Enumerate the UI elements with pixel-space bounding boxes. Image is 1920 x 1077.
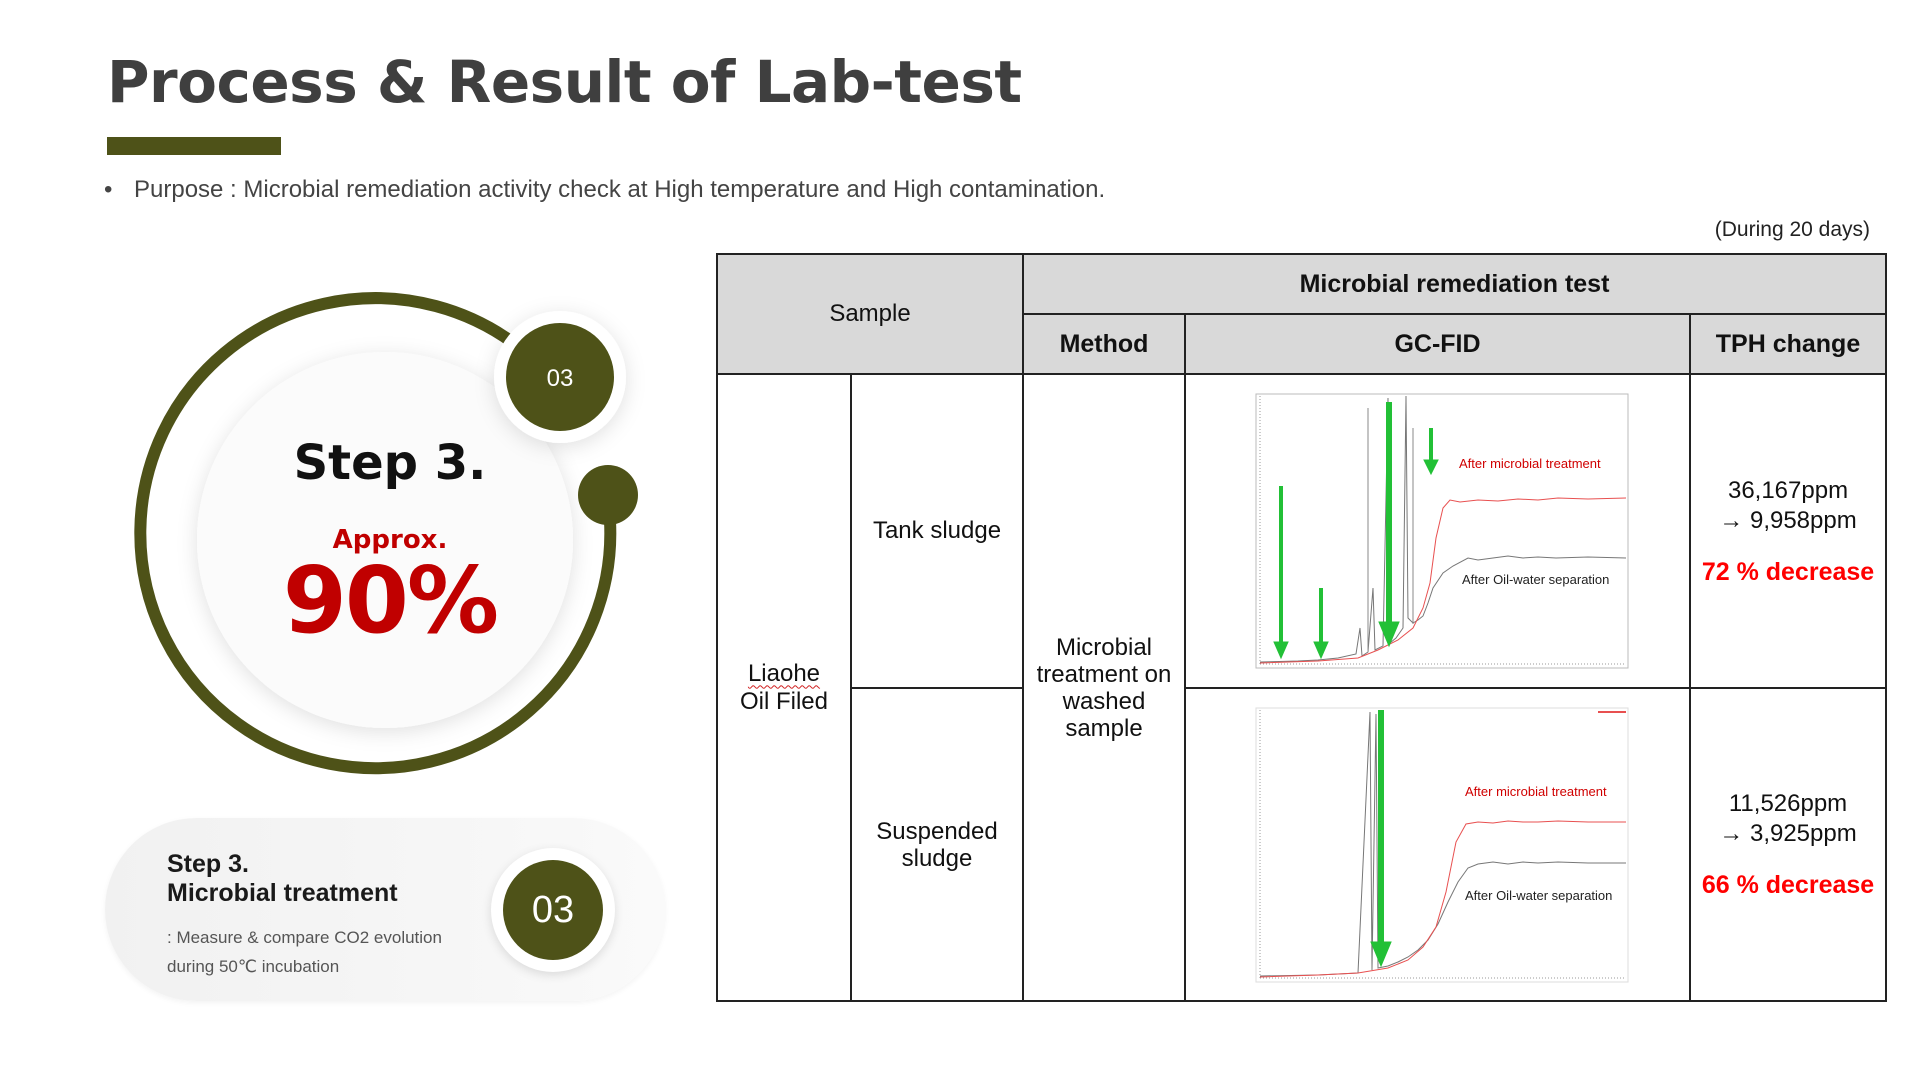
table-row: Liaohe Oil Filed Tank sludge Microbial t… xyxy=(716,373,1888,1002)
ring-end-dot xyxy=(578,465,638,525)
pill-badge: 03 xyxy=(503,860,603,960)
sample-suspended-sludge: Suspended sludge xyxy=(850,687,1024,1002)
header-gcfid: GC-FID xyxy=(1184,313,1691,375)
arrow-head-3 xyxy=(1377,621,1400,648)
pill-title-line2: Microbial treatment xyxy=(167,879,398,907)
chromatogram-trace-red xyxy=(1259,497,1626,664)
chromatogram-tank: After microbial treatment After Oil-wate… xyxy=(1255,393,1628,669)
arrow-head-4 xyxy=(1422,459,1439,476)
arrow-head-1 xyxy=(1272,641,1289,660)
pill-badge-frame: 03 xyxy=(491,848,615,972)
arrow-markers xyxy=(1272,402,1439,660)
tph-after: → 9,958ppm xyxy=(1719,506,1857,534)
site-cell: Liaohe Oil Filed xyxy=(716,373,852,1002)
ring-svg: 03 xyxy=(134,292,638,775)
site-name: Liaohe xyxy=(747,659,821,687)
table-subheader-row: Method GC-FID TPH change xyxy=(717,313,1888,375)
arrow-markers xyxy=(1369,709,1392,967)
ring-inner-face xyxy=(197,352,573,728)
pill-title: Step 3. Microbial treatment xyxy=(167,850,398,908)
tph-after: → 3,925ppm xyxy=(1719,820,1857,847)
tph-before: 36,167ppm xyxy=(1727,476,1849,504)
method-cell: Microbial treatment on washed sample xyxy=(1022,373,1186,1002)
pill-desc-line2: during 50℃ incubation xyxy=(167,957,340,976)
step-ring-graphic: 03 Step 3. Approx. 90% xyxy=(130,285,650,805)
test-period: (During 20 days) xyxy=(1714,218,1870,241)
chromatogram-trace-black xyxy=(1259,395,1626,663)
tph-decrease: 72 % decrease xyxy=(1701,557,1875,586)
table-row: Suspended sludge After microbial treatme… xyxy=(717,687,1888,1002)
header-tph-change: TPH change xyxy=(1688,313,1888,375)
sample-line1: Suspended xyxy=(876,817,998,845)
label-after-microbial: After microbial treatment xyxy=(1459,456,1601,471)
label-after-microbial: After microbial treatment xyxy=(1465,784,1607,799)
ring-badge-label: 03 xyxy=(547,365,574,392)
ring-step-title: Step 3. xyxy=(293,435,487,491)
site-line2: Oil Filed xyxy=(739,687,829,715)
header-microbial-test: Microbial remediation test xyxy=(1021,253,1888,315)
title-underline-bar xyxy=(107,137,281,155)
table-header-row: Sample Microbial remediation test xyxy=(716,253,1888,375)
pill-desc-line1: : Measure & compare CO2 evolution xyxy=(167,928,442,947)
tph-decrease: 66 % decrease xyxy=(1701,871,1875,899)
step-summary-pill: Step 3. Microbial treatment : Measure & … xyxy=(105,818,665,1001)
pill-description: : Measure & compare CO2 evolution during… xyxy=(167,923,442,981)
purpose-text: • Purpose : Microbial remediation activit… xyxy=(104,176,1105,204)
chromatogram-suspended: After microbial treatment After Oil-wate… xyxy=(1255,707,1628,982)
chromatogram-trace-red xyxy=(1259,819,1626,977)
tph-before: 11,526ppm xyxy=(1728,790,1848,817)
ring-arc xyxy=(134,292,617,775)
ring-approx-label: Approx. xyxy=(332,525,448,555)
bullet-icon: • xyxy=(104,176,113,203)
chromatogram-frame xyxy=(1255,707,1628,982)
gcfid-chart-suspended: After microbial treatment After Oil-wate… xyxy=(1184,687,1691,1002)
badge-ring-disc xyxy=(506,323,614,431)
label-after-oil-water: After Oil-water separation xyxy=(1465,888,1612,903)
tph-cell-tank: 36,167ppm → 9,958ppm 72 % decrease xyxy=(1688,373,1888,689)
purpose-label: Purpose : Microbial remediation activity… xyxy=(134,176,1106,203)
ring-percent-value: 90% xyxy=(282,547,499,654)
header-method: Method xyxy=(1022,313,1186,375)
chromatogram-frame xyxy=(1255,393,1628,669)
header-sample: Sample xyxy=(716,253,1024,375)
result-table: Sample Microbial remediation test Method… xyxy=(716,253,1888,1002)
arrow-head-2 xyxy=(1312,641,1329,660)
label-after-oil-water: After Oil-water separation xyxy=(1462,572,1609,587)
gcfid-chart-tank: After microbial treatment After Oil-wate… xyxy=(1184,373,1691,689)
site-line1: Liaohe xyxy=(718,660,850,688)
tph-cell-suspended: 11,526ppm → 3,925ppm 66 % decrease xyxy=(1688,687,1888,1002)
page-title: Process & Result of Lab-test xyxy=(107,48,1022,116)
sample-line2: sludge xyxy=(901,844,973,872)
sample-tank-sludge: Tank sludge xyxy=(850,373,1024,689)
arrow-head-1 xyxy=(1369,941,1392,967)
pill-title-line1: Step 3. xyxy=(167,850,249,878)
